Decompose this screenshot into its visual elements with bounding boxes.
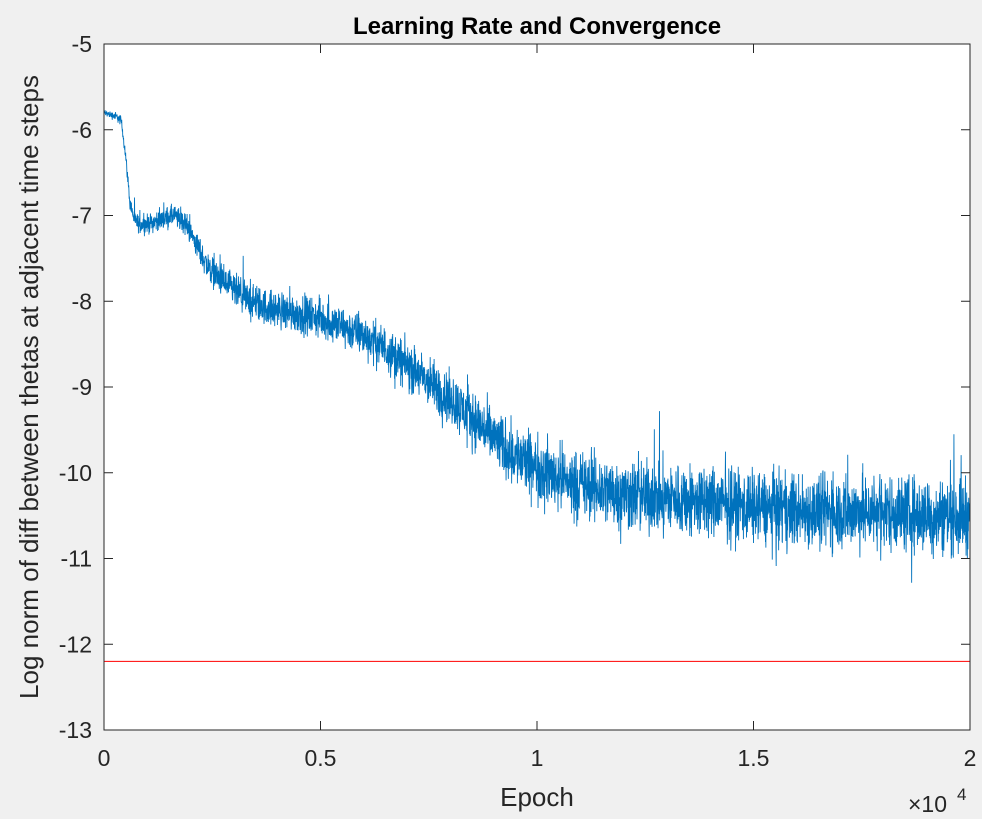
convergence-series-line bbox=[103, 109, 971, 583]
x-exponent-label: ×10 4 bbox=[908, 785, 966, 817]
x-axis-ticks: 0 0.5 1 1.5 2 bbox=[98, 44, 977, 771]
y-axis-ticks: -5 -6 -7 -8 -9 -10 -11 -12 -13 bbox=[59, 31, 970, 743]
y-tick-label: -5 bbox=[72, 31, 92, 57]
plot-area bbox=[104, 44, 970, 730]
y-tick-label: -6 bbox=[72, 117, 92, 143]
chart-title: Learning Rate and Convergence bbox=[353, 13, 721, 40]
y-tick-label: -7 bbox=[72, 203, 92, 229]
series-layer bbox=[103, 109, 971, 662]
y-tick-label: -11 bbox=[60, 546, 92, 572]
x-tick-label: 1 bbox=[531, 745, 544, 771]
x-tick-label: 0.5 bbox=[305, 745, 337, 771]
x-tick-label: 2 bbox=[964, 745, 977, 771]
y-tick-label: -9 bbox=[72, 374, 92, 400]
x-axis-label: Epoch bbox=[500, 782, 574, 812]
y-tick-label: -12 bbox=[59, 631, 92, 657]
x-tick-label: 1.5 bbox=[738, 745, 770, 771]
y-tick-label: -13 bbox=[59, 717, 92, 743]
x-tick-label: 0 bbox=[98, 745, 111, 771]
x-exponent-base: ×10 bbox=[908, 791, 947, 817]
y-tick-label: -10 bbox=[59, 460, 92, 486]
y-axis-label: Log norm of diff between thetas at adjac… bbox=[14, 75, 44, 699]
y-tick-label: -8 bbox=[72, 288, 92, 314]
x-exponent-power: 4 bbox=[957, 785, 966, 804]
